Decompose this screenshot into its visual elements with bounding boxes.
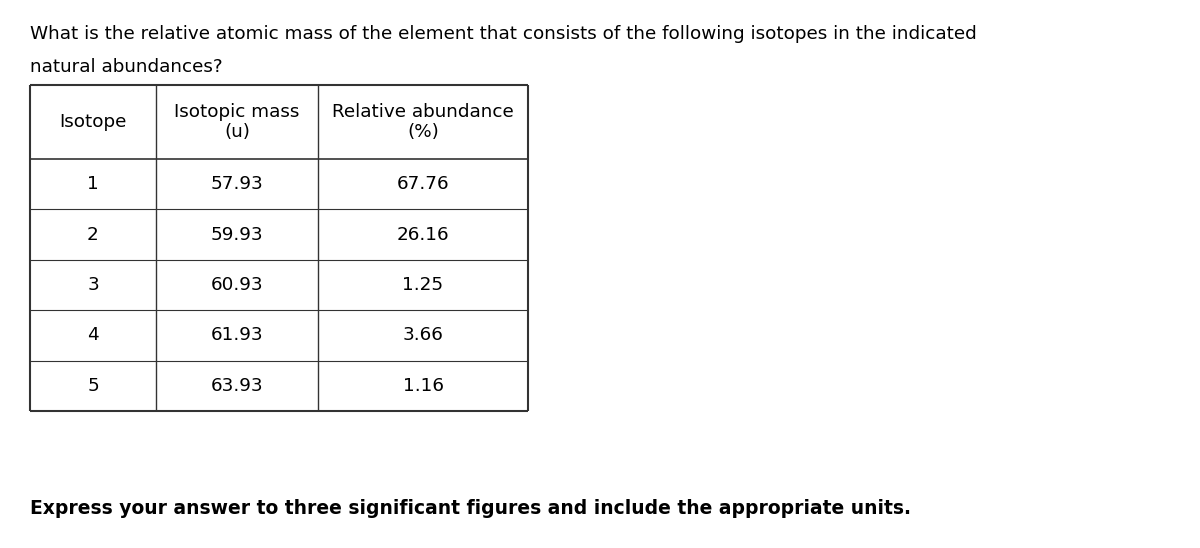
Text: Relative abundance
(%): Relative abundance (%) <box>332 102 514 141</box>
Text: 4: 4 <box>88 327 98 344</box>
Text: 1.16: 1.16 <box>402 377 444 395</box>
Text: 67.76: 67.76 <box>397 175 449 193</box>
Text: 1.25: 1.25 <box>402 276 444 294</box>
Text: 63.93: 63.93 <box>211 377 263 395</box>
Text: What is the relative atomic mass of the element that consists of the following i: What is the relative atomic mass of the … <box>30 25 977 43</box>
Text: 26.16: 26.16 <box>397 226 449 243</box>
Text: 59.93: 59.93 <box>211 226 263 243</box>
Text: Express your answer to three significant figures and include the appropriate uni: Express your answer to three significant… <box>30 499 911 518</box>
Text: natural abundances?: natural abundances? <box>30 58 223 76</box>
Text: Isotopic mass
(u): Isotopic mass (u) <box>174 102 300 141</box>
Text: Isotope: Isotope <box>59 113 127 131</box>
Text: 57.93: 57.93 <box>211 175 263 193</box>
Text: 60.93: 60.93 <box>211 276 263 294</box>
Text: 3: 3 <box>88 276 98 294</box>
Text: 1: 1 <box>88 175 98 193</box>
Text: 61.93: 61.93 <box>211 327 263 344</box>
Text: 5: 5 <box>88 377 98 395</box>
Text: 3.66: 3.66 <box>402 327 444 344</box>
Text: 2: 2 <box>88 226 98 243</box>
